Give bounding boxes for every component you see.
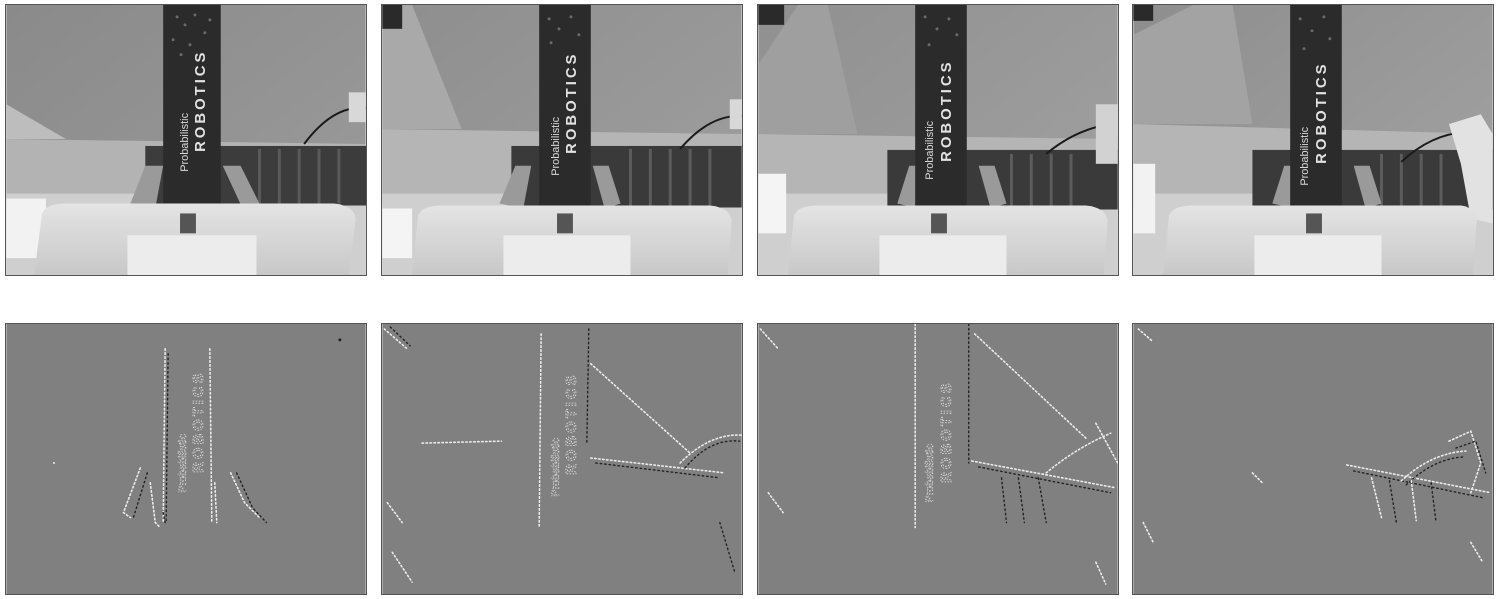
book-title-line2-edges: ROBOTICS (564, 373, 580, 475)
book-title-line2: ROBOTICS (939, 59, 955, 161)
camera-frame-1-image: Probabilistic ROBOTICS (6, 5, 366, 275)
event-frame-3: Probabilistic ROBOTICS (757, 323, 1119, 595)
book-title-line2: ROBOTICS (1314, 61, 1330, 163)
book-title-line2: ROBOTICS (193, 50, 209, 152)
book-title-line2: ROBOTICS (564, 52, 580, 154)
book-title-line1: Probabilistic (924, 120, 936, 179)
camera-frame-2-image: Probabilistic ROBOTICS (382, 5, 742, 275)
camera-frame-4-image: Probabilistic ROBOTICS (1133, 5, 1493, 275)
book-title-line1-edges: Probabilistic (550, 437, 562, 496)
event-frame-2-image: Probabilistic ROBOTICS (382, 324, 742, 594)
book-title-line1: Probabilistic (179, 112, 191, 171)
event-frame-2: Probabilistic ROBOTICS (381, 323, 743, 595)
camera-frame-2: Probabilistic ROBOTICS (381, 4, 743, 276)
event-frame-3-image: Probabilistic ROBOTICS (758, 324, 1118, 594)
event-frame-4 (1132, 323, 1494, 595)
book-title-line1: Probabilistic (550, 116, 562, 175)
book-title-line2-edges: ROBOTICS (191, 371, 207, 473)
book-title-line1: Probabilistic (1299, 126, 1311, 185)
event-frame-1: Probabilistic ROBOTICS (5, 323, 367, 595)
book-title-line1-edges: Probabilistic (924, 443, 936, 502)
camera-frame-3: Probabilistic ROBOTICS (757, 4, 1119, 276)
event-frame-1-image: Probabilistic ROBOTICS (6, 324, 366, 594)
book-title-line2-edges: ROBOTICS (939, 380, 955, 482)
event-frame-4-image (1133, 324, 1493, 594)
camera-frame-1: Probabilistic ROBOTICS (5, 4, 367, 276)
book-title-line1-edges: Probabilistic (177, 433, 189, 492)
camera-frame-4: Probabilistic ROBOTICS (1132, 4, 1494, 276)
camera-frame-3-image: Probabilistic ROBOTICS (758, 5, 1118, 275)
